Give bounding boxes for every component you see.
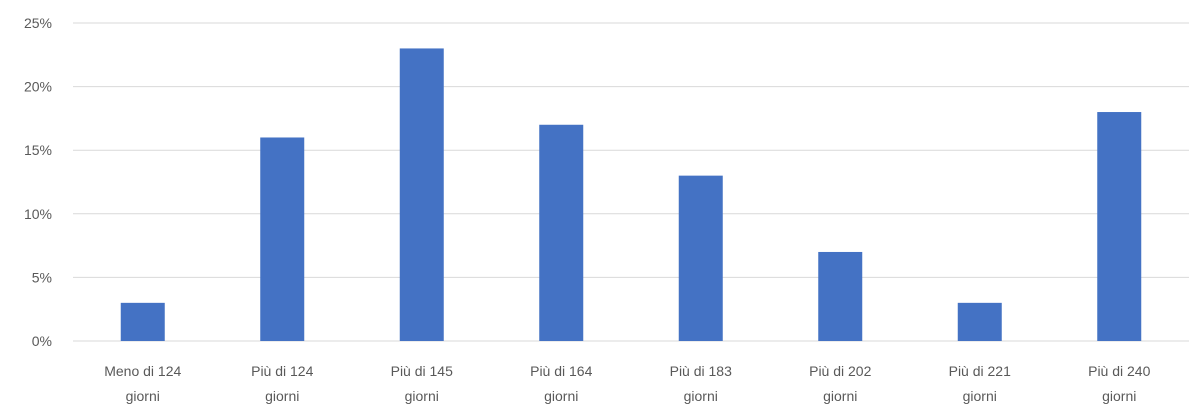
x-tick-label: Più di 240	[1088, 363, 1150, 379]
x-tick-label: giorni	[405, 388, 439, 404]
x-tick-label: Più di 183	[670, 363, 732, 379]
x-tick-label: giorni	[126, 388, 160, 404]
y-tick-label: 25%	[24, 15, 52, 31]
y-axis-tick-labels: 0% 5% 10% 15% 20% 25%	[24, 15, 52, 349]
x-tick-label: giorni	[823, 388, 857, 404]
y-tick-label: 15%	[24, 142, 52, 158]
x-tick-label: giorni	[265, 388, 299, 404]
bar	[818, 251, 863, 341]
bar	[539, 124, 584, 341]
bar	[399, 48, 444, 341]
bar	[120, 302, 165, 341]
x-tick-label: Più di 164	[530, 363, 592, 379]
y-tick-label: 0%	[32, 333, 52, 349]
gridlines	[73, 22, 1189, 342]
x-tick-label: giorni	[1102, 388, 1136, 404]
x-tick-label: giorni	[544, 388, 578, 404]
y-tick-label: 5%	[32, 269, 52, 285]
bar	[678, 175, 723, 341]
y-tick-label: 20%	[24, 79, 52, 95]
x-tick-label: Più di 145	[391, 363, 453, 379]
bar	[1097, 112, 1142, 341]
bars	[120, 48, 1142, 341]
bar	[957, 302, 1002, 341]
x-tick-label: Meno di 124	[104, 363, 181, 379]
x-tick-label: Più di 124	[251, 363, 313, 379]
x-tick-label: giorni	[684, 388, 718, 404]
x-tick-label: Più di 221	[949, 363, 1011, 379]
y-tick-label: 10%	[24, 206, 52, 222]
bar	[260, 137, 305, 341]
x-axis-tick-labels: Meno di 124 giorni Più di 124 giorni Più di …	[104, 363, 1150, 404]
x-tick-label: Più di 202	[809, 363, 871, 379]
x-tick-label: giorni	[963, 388, 997, 404]
